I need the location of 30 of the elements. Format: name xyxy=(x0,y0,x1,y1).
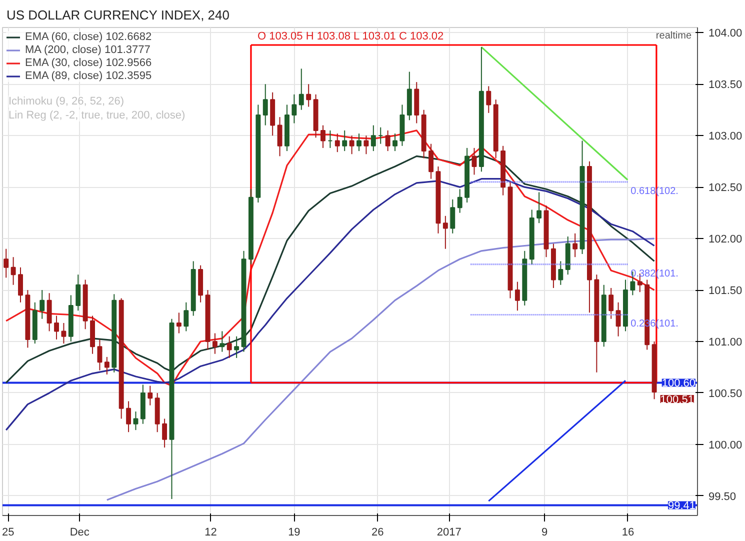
annotation: realtime xyxy=(656,30,692,42)
ref-line-label: 99.41 xyxy=(668,500,696,512)
legend-label: EMA (30, close) 102.9566 xyxy=(25,57,152,69)
y-tick-label: 101.00 xyxy=(708,336,742,349)
x-tick-label: 16 xyxy=(622,526,634,538)
x-tick-label: 19 xyxy=(288,526,300,538)
y-tick-label: 104.00 xyxy=(708,28,742,40)
x-tick-label: 25 xyxy=(2,526,14,538)
ref-line-label: 100.60 xyxy=(662,378,696,390)
y-tick-label: 100.00 xyxy=(708,439,742,452)
legend-label: MA (200, close) 101.3777 xyxy=(25,44,150,56)
y-tick-label: 102.00 xyxy=(708,234,742,246)
x-tick-label: 2017 xyxy=(436,526,462,538)
annotation: Ichimoku (9, 26, 52, 26) xyxy=(8,96,124,108)
legend-label: EMA (89, close) 102.3595 xyxy=(25,70,152,82)
x-tick-label: 26 xyxy=(372,526,384,538)
x-tick-label: 9 xyxy=(541,526,548,538)
y-tick-label: 100.50 xyxy=(708,388,742,400)
y-tick-label: 103.00 xyxy=(708,130,742,143)
annotation: Lin Reg (2, -2, true, true, 200, close) xyxy=(8,110,186,122)
legend-label: EMA (60, close) 102.6682 xyxy=(25,31,152,43)
x-tick-label: 12 xyxy=(204,526,217,538)
chart-title: US DOLLAR CURRENCY INDEX, 240 xyxy=(6,8,230,22)
annotation: 100.51 xyxy=(660,394,694,406)
x-tick-label: Dec xyxy=(70,526,90,538)
y-tick-label: 101.50 xyxy=(708,285,742,298)
y-tick-label: 103.50 xyxy=(708,79,742,92)
y-tick-label: 102.50 xyxy=(708,182,742,194)
annotation: O 103.05 H 103.08 L 103.01 C 103.02 xyxy=(258,30,444,42)
y-tick-label: 99.50 xyxy=(708,490,736,503)
